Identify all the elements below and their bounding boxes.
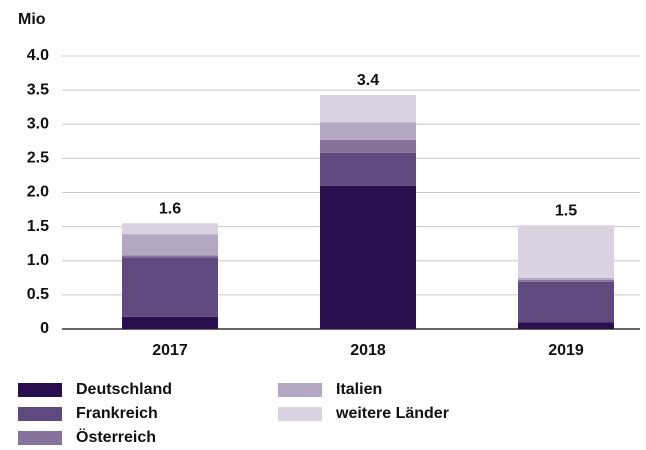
y-tick-label: 0.5 [27,286,49,303]
bar-segment [122,257,218,317]
legend-swatch [278,407,322,421]
bar-segment [122,223,218,235]
bar-segment [518,281,614,323]
bar-segment [320,139,416,153]
y-tick-label: 3.0 [27,115,49,132]
y-axis-label: Mio [18,11,46,28]
y-tick-label: 4.0 [27,47,49,64]
legend-label: Frankreich [76,405,158,422]
bar-segment [518,225,614,278]
bar-segment [518,279,614,282]
legend-label: Deutschland [76,381,172,398]
bar-segment [320,185,416,329]
y-tick-label: 1.0 [27,252,49,269]
x-tick-label: 2018 [350,342,386,359]
legend-swatch [18,431,62,445]
legend-label: Italien [336,381,382,398]
legend-swatch [18,383,62,397]
legend-swatch [278,383,322,397]
y-tick-label: 2.0 [27,184,49,201]
legend-label: Österreich [76,427,156,446]
total-label: 1.6 [159,200,181,217]
y-tick-label: 1.5 [27,218,49,235]
total-label: 3.4 [357,72,379,89]
bar-segment [518,322,614,329]
x-tick-label: 2017 [152,342,188,359]
bar-segment [320,122,416,140]
bar-segment [122,255,218,258]
total-label: 1.5 [555,202,577,219]
y-tick-label: 0 [40,320,49,337]
bar-segment [122,316,218,329]
legend-swatch [18,407,62,421]
bar-segment [320,152,416,186]
y-tick-label: 2.5 [27,150,49,167]
y-tick-label: 3.5 [27,81,49,98]
bar-segment [518,277,614,280]
legend-label: weitere Länder [335,405,449,422]
bar-segment [320,94,416,123]
bar-segment [122,234,218,256]
x-tick-label: 2019 [548,342,584,359]
